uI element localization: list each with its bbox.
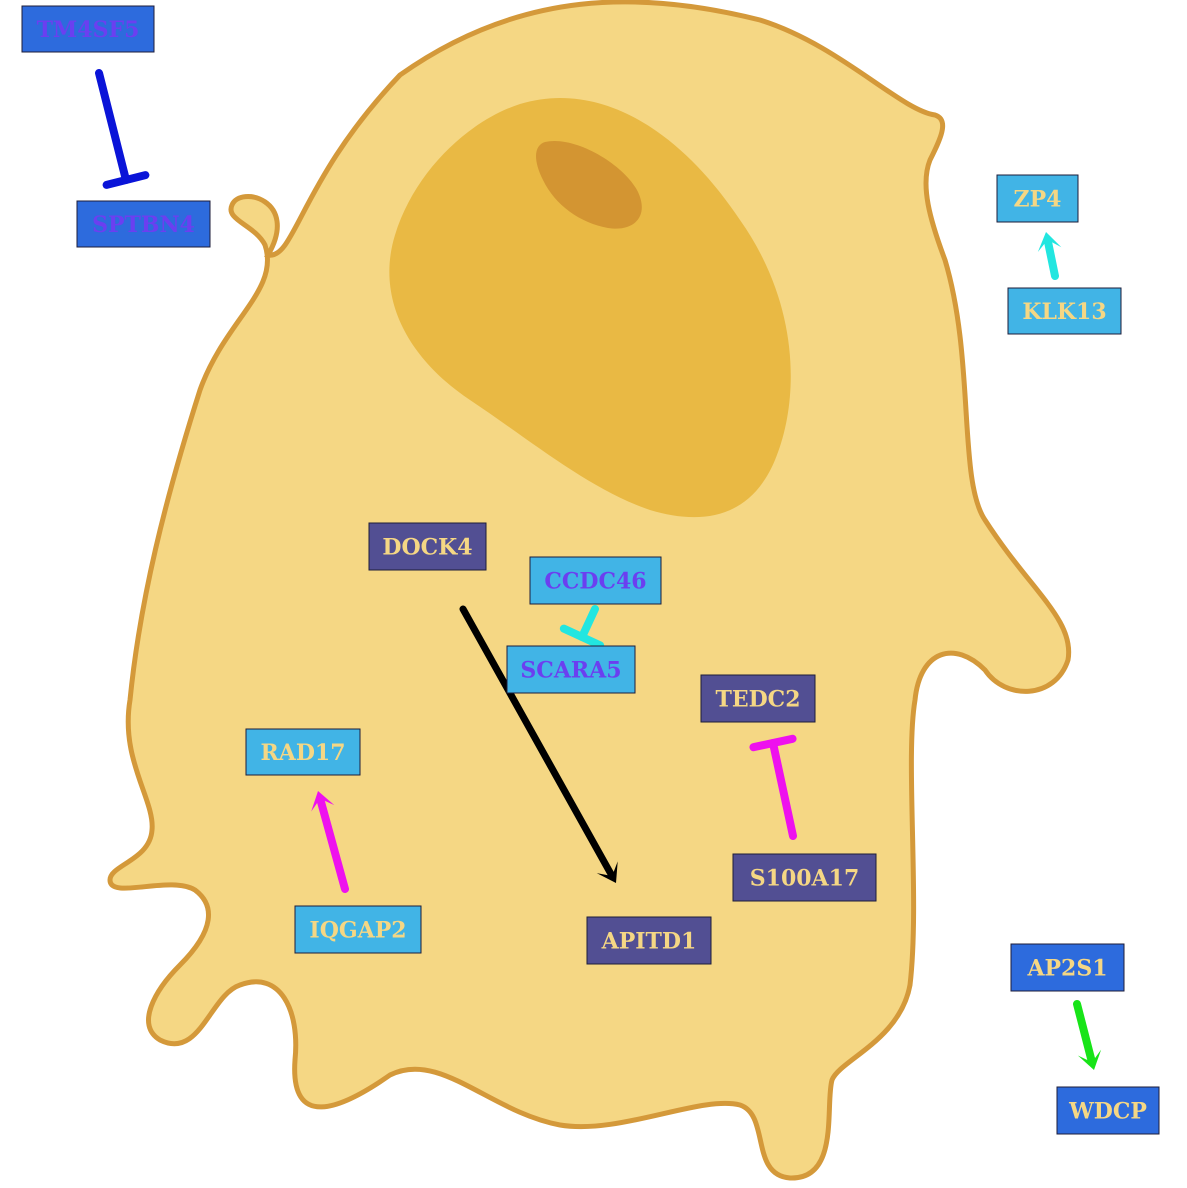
- node-box: [732, 853, 877, 902]
- edge-tm4sf5-sptbn4: [95, 69, 150, 189]
- node-rad17[interactable]: RAD17: [245, 728, 361, 776]
- node-label: DOCK4: [382, 535, 472, 561]
- node-label: ZP4: [1014, 187, 1062, 213]
- node-label: SCARA5: [520, 658, 621, 684]
- arrow-head: [1037, 232, 1062, 253]
- edge-klk13-zp4: [1037, 232, 1062, 280]
- node-ccdc46[interactable]: CCDC46: [529, 556, 662, 605]
- node-label: APITD1: [601, 929, 697, 955]
- node-label: IQGAP2: [309, 918, 406, 944]
- node-label: WDCP: [1068, 1099, 1147, 1125]
- node-s100a17[interactable]: S100A17: [732, 853, 877, 902]
- node-klk13[interactable]: KLK13: [1007, 287, 1122, 335]
- node-tedc2[interactable]: TEDC2: [700, 674, 816, 723]
- node-label: TM4SF5: [37, 17, 140, 43]
- node-box: [1007, 287, 1122, 335]
- node-box: [76, 200, 211, 248]
- node-sptbn4[interactable]: SPTBN4: [76, 200, 211, 248]
- edges-layer: [95, 69, 1102, 1070]
- edge-ccdc46-scara5: [559, 605, 605, 650]
- node-box: [1056, 1086, 1160, 1135]
- edge-ap2s1-wdcp: [1073, 1000, 1102, 1070]
- node-label: S100A17: [750, 866, 860, 892]
- arrow-head: [596, 861, 618, 883]
- node-label: CCDC46: [544, 569, 646, 595]
- edge-line: [316, 796, 349, 893]
- edge-line: [1044, 237, 1059, 280]
- node-label: SPTBN4: [92, 212, 195, 238]
- node-scara5[interactable]: SCARA5: [506, 645, 636, 694]
- edge-line: [95, 69, 130, 184]
- edge-line: [1073, 1000, 1096, 1065]
- edge-dock4-apitd1: [459, 605, 618, 883]
- node-label: KLK13: [1022, 299, 1106, 325]
- node-box: [506, 645, 636, 694]
- node-label: AP2S1: [1026, 956, 1107, 982]
- node-box: [700, 674, 816, 723]
- node-box: [529, 556, 662, 605]
- edge-s100a17-tedc2: [749, 734, 797, 840]
- node-label: TEDC2: [715, 687, 800, 713]
- inhibition-bar: [102, 171, 150, 189]
- node-iqgap2[interactable]: IQGAP2: [294, 905, 422, 954]
- inhibition-bar: [749, 734, 797, 752]
- nucleolus: [536, 140, 642, 229]
- nodes-layer: TM4SF5 SPTBN4 ZP4 KLK13 DOCK4 CCDC46 SCARA5 TED…: [21, 5, 1160, 1135]
- edge-line: [459, 605, 615, 878]
- edge-line: [769, 739, 797, 840]
- node-box: [368, 522, 487, 571]
- arrow-head: [311, 791, 335, 812]
- arrow-head: [1077, 1049, 1102, 1070]
- node-box: [294, 905, 422, 954]
- nucleus: [389, 98, 791, 518]
- node-box: [21, 5, 155, 53]
- edge-line: [578, 605, 599, 641]
- node-box: [996, 174, 1079, 223]
- node-box: [245, 728, 361, 776]
- node-dock4[interactable]: DOCK4: [368, 522, 487, 571]
- node-zp4[interactable]: ZP4: [996, 174, 1079, 223]
- node-ap2s1[interactable]: AP2S1: [1010, 943, 1125, 992]
- inhibition-bar: [559, 624, 605, 650]
- node-wdcp[interactable]: WDCP: [1056, 1086, 1160, 1135]
- node-label: RAD17: [260, 740, 345, 766]
- node-box: [586, 916, 712, 965]
- edge-iqgap2-rad17: [311, 791, 349, 893]
- node-tm4sf5[interactable]: TM4SF5: [21, 5, 155, 53]
- node-box: [1010, 943, 1125, 992]
- node-apitd1[interactable]: APITD1: [586, 916, 712, 965]
